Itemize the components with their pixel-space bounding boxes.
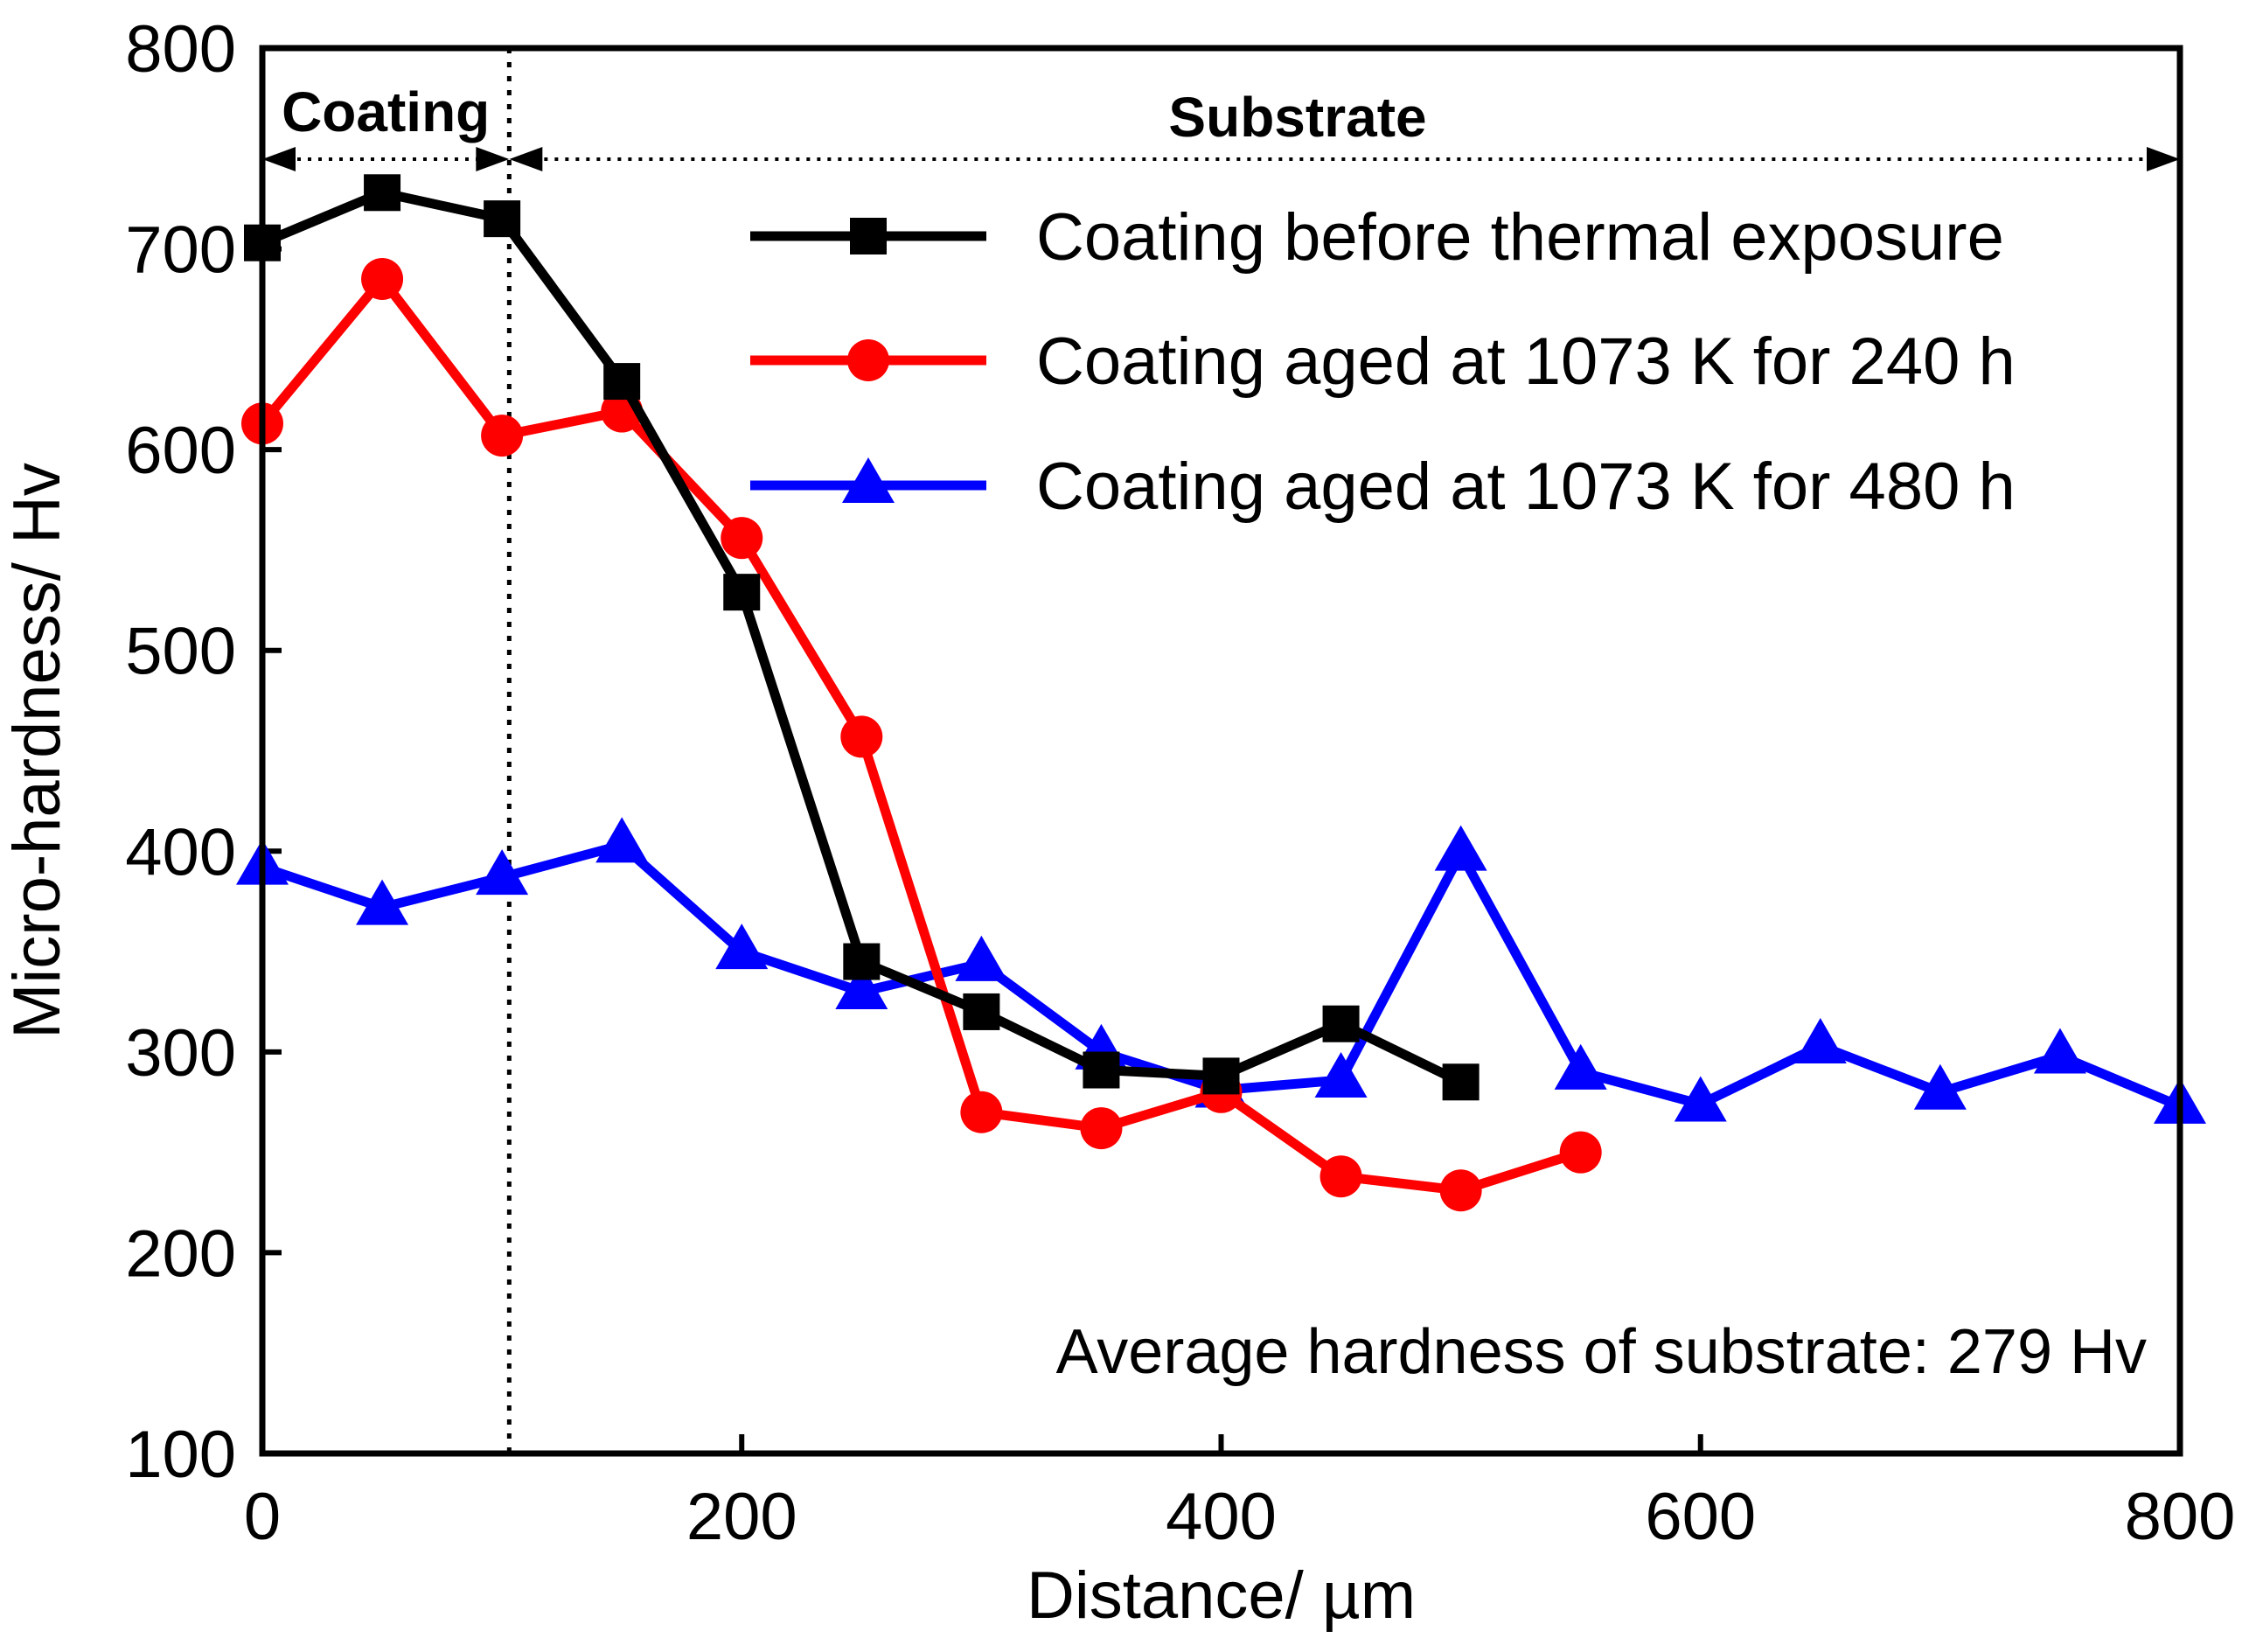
data-point-triangle (1434, 825, 1487, 871)
y-tick-label: 600 (125, 414, 236, 488)
data-point-triangle (715, 924, 769, 970)
coating-arrow-right-head (476, 147, 510, 171)
data-point-square (850, 218, 887, 254)
substrate-region-label: Substrate (1168, 86, 1426, 149)
data-point-circle (960, 1091, 1003, 1133)
x-tick-label: 400 (1166, 1480, 1277, 1554)
data-point-square (963, 993, 1000, 1030)
data-point-circle (847, 339, 889, 381)
data-point-square (843, 943, 881, 980)
legend-item: Coating aged at 1073 K for 240 h (750, 324, 2016, 399)
x-tick-label: 600 (1645, 1480, 1756, 1554)
data-point-square (603, 363, 641, 401)
data-point-square (1442, 1063, 1480, 1101)
y-tick-label: 800 (125, 12, 236, 87)
x-tick-label: 200 (686, 1480, 797, 1554)
data-point-triangle (842, 457, 895, 503)
coating-region-label: Coating (282, 80, 490, 143)
data-point-circle (1080, 1107, 1123, 1150)
series-layer (236, 174, 2206, 1212)
data-point-circle (721, 517, 763, 560)
legend: Coating before thermal exposure Coating a… (750, 200, 2016, 524)
data-point-triangle (1793, 1017, 1847, 1063)
x-tick-label: 0 (244, 1480, 281, 1554)
data-point-triangle (955, 935, 1008, 981)
series-square (244, 174, 1480, 1101)
plot-frame (259, 45, 2183, 1457)
data-point-triangle (476, 849, 529, 896)
data-point-circle (1559, 1131, 1602, 1174)
substrate-arrow-right-head (2147, 147, 2180, 171)
series-line (258, 274, 1583, 1195)
y-tick-label: 200 (125, 1216, 236, 1291)
average-hardness-note: Average hardness of substrate: 279 Hv (1056, 1317, 2147, 1387)
data-point-square (364, 174, 401, 212)
coating-arrow-left-head (262, 147, 296, 171)
y-tick-label: 700 (125, 213, 236, 288)
x-axis-title: Distance/ µm (1027, 1558, 1416, 1633)
data-point-triangle (2033, 1028, 2086, 1074)
legend-label: Coating aged at 1073 K for 240 h (1036, 324, 2016, 399)
data-point-square (484, 200, 521, 238)
data-point-circle (481, 415, 524, 457)
legend-item: Coating aged at 1073 K for 480 h (750, 450, 2016, 524)
legend-item: Coating before thermal exposure (750, 200, 2004, 275)
data-point-circle (1319, 1155, 1362, 1198)
legend-label: Coating before thermal exposure (1036, 200, 2004, 275)
data-point-triangle (1674, 1076, 1727, 1122)
data-point-circle (361, 258, 404, 301)
region-annotations: Coating Substrate (262, 48, 2180, 1453)
y-axis-title: Micro-hardness/ Hv (0, 463, 74, 1039)
y-tick-label: 100 (125, 1418, 236, 1492)
legend-label: Coating aged at 1073 K for 480 h (1036, 450, 2016, 524)
data-point-triangle (1314, 1051, 1368, 1098)
data-point-square (1202, 1057, 1240, 1095)
axes-layer: 0 200 400 600 800 100 200 300 400 500 600 700 800 (125, 12, 2235, 1554)
data-point-triangle (835, 963, 888, 1009)
substrate-arrow-left-head (509, 147, 543, 171)
data-point-square (1322, 1005, 1360, 1042)
y-tick-label: 400 (125, 815, 236, 889)
data-point-triangle (1913, 1063, 1967, 1110)
data-point-square (723, 574, 761, 611)
data-point-circle (1439, 1169, 1482, 1212)
data-point-triangle (356, 879, 409, 925)
y-tick-label: 500 (125, 615, 236, 689)
data-point-square (1083, 1051, 1120, 1089)
y-tick-label: 300 (125, 1016, 236, 1091)
data-point-triangle (595, 817, 649, 863)
data-point-triangle (1554, 1043, 1607, 1090)
series-circle (241, 258, 1602, 1212)
data-point-circle (840, 715, 883, 758)
x-tick-label: 800 (2125, 1480, 2236, 1554)
